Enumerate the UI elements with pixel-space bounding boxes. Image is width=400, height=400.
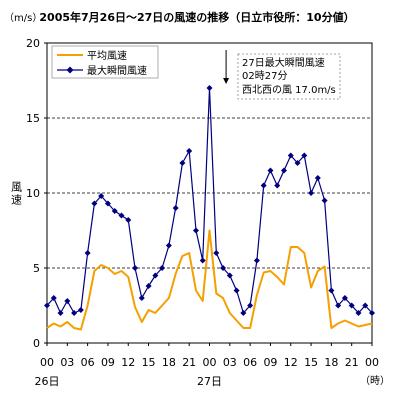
series-1-point-23 bbox=[199, 257, 206, 264]
series-1-point-26 bbox=[220, 265, 227, 271]
series-1-point-15 bbox=[145, 283, 152, 289]
x-tick-label-9: 03 bbox=[223, 356, 237, 369]
series-1-point-44 bbox=[341, 295, 348, 301]
y-tick-label-0: 0 bbox=[33, 337, 40, 350]
x-tick-label-5: 15 bbox=[142, 356, 156, 369]
series-1-point-7 bbox=[91, 200, 98, 207]
series-1-point-47 bbox=[362, 302, 369, 309]
x-tick-label-10: 06 bbox=[243, 356, 257, 369]
series-1-point-48 bbox=[369, 310, 375, 316]
x-tick-label-1: 03 bbox=[60, 356, 74, 369]
x-tick-label-8: 00 bbox=[203, 356, 217, 369]
x-tick-label-7: 21 bbox=[182, 356, 196, 369]
series-1-point-39 bbox=[308, 190, 315, 196]
annotation-line-2: 02時27分 bbox=[242, 70, 287, 82]
series-1-point-33 bbox=[267, 167, 274, 174]
series-1-point-4 bbox=[71, 310, 78, 316]
y-axis-label: 風速 bbox=[10, 181, 23, 207]
series-1-point-32 bbox=[260, 182, 267, 189]
series-1-point-19 bbox=[172, 205, 179, 211]
series-1-point-42 bbox=[328, 287, 335, 294]
series-1-point-31 bbox=[253, 257, 260, 264]
series-1-point-35 bbox=[280, 167, 287, 174]
series-1-point-41 bbox=[321, 197, 328, 204]
legend-label-max-gust: 最大瞬間風速 bbox=[87, 64, 147, 77]
x-axis-unit: （時） bbox=[360, 375, 390, 387]
series-1-point-2 bbox=[57, 310, 64, 316]
series-1-point-38 bbox=[301, 152, 308, 159]
series-1-point-14 bbox=[138, 295, 145, 301]
series-1-point-9 bbox=[104, 200, 111, 207]
day-label-1: 27日 bbox=[197, 375, 222, 388]
x-tick-label-4: 12 bbox=[121, 356, 135, 369]
y-axis-unit: （m/s） bbox=[4, 12, 42, 24]
series-1-point-16 bbox=[152, 272, 159, 279]
max-gust-annotation: 27日最大瞬間風速 02時27分 西北西の風 17.0m/s bbox=[223, 50, 341, 100]
series-1-point-20 bbox=[179, 160, 186, 166]
day-label-0: 26日 bbox=[35, 375, 60, 388]
legend: 平均風速 最大瞬間風速 bbox=[51, 45, 159, 79]
series-1-point-30 bbox=[247, 302, 254, 309]
x-tick-label-12: 12 bbox=[284, 356, 298, 369]
series-1-point-46 bbox=[355, 310, 362, 316]
x-tick-label-13: 15 bbox=[304, 356, 318, 369]
series-1-point-13 bbox=[132, 265, 139, 271]
x-tick-label-2: 06 bbox=[81, 356, 95, 369]
series-1-point-1 bbox=[50, 295, 57, 301]
series-1-point-8 bbox=[98, 193, 105, 199]
series-1-point-37 bbox=[294, 160, 301, 166]
y-tick-label-3: 15 bbox=[26, 112, 40, 125]
annotation-line-1: 27日最大瞬間風速 bbox=[242, 56, 325, 69]
series-1-point-11 bbox=[118, 212, 125, 219]
series-1-point-43 bbox=[335, 302, 342, 309]
y-tick-label-1: 5 bbox=[33, 262, 40, 275]
legend-label-average: 平均風速 bbox=[87, 50, 127, 62]
series-1-point-22 bbox=[192, 227, 199, 234]
x-tick-label-15: 21 bbox=[345, 356, 359, 369]
annotation-arrowhead bbox=[223, 78, 230, 84]
annotation-line-3: 西北西の風 17.0m/s bbox=[242, 84, 336, 96]
series-1-point-34 bbox=[274, 182, 281, 189]
legend-marker-max-gust bbox=[66, 66, 74, 74]
series-1-point-17 bbox=[159, 265, 166, 271]
series-1-point-45 bbox=[348, 302, 355, 309]
y-tick-label-2: 10 bbox=[26, 187, 40, 200]
series-1-point-10 bbox=[111, 208, 118, 214]
series-1-point-0 bbox=[44, 302, 50, 309]
series-1-point-5 bbox=[77, 307, 84, 313]
series-1-point-29 bbox=[240, 310, 247, 316]
series-1-point-3 bbox=[64, 298, 71, 304]
y-tick-label-4: 20 bbox=[26, 37, 40, 50]
x-tick-label-6: 18 bbox=[162, 356, 176, 369]
series-1-point-36 bbox=[287, 152, 294, 159]
series-1-point-25 bbox=[213, 250, 220, 256]
series-1-point-27 bbox=[226, 272, 233, 279]
x-tick-label-16: 00 bbox=[365, 356, 379, 369]
annotation-box bbox=[237, 53, 341, 100]
series-line-0 bbox=[46, 229, 373, 331]
x-tick-label-0: 00 bbox=[40, 356, 54, 369]
series-1-point-18 bbox=[165, 242, 172, 249]
series-1-point-40 bbox=[314, 175, 321, 181]
chart-title: 2005年7月26日～27日の風速の推移（日立市役所：10分値） bbox=[39, 10, 354, 24]
series-1-point-28 bbox=[233, 287, 240, 294]
series-1-point-12 bbox=[125, 217, 132, 223]
series-1-point-24 bbox=[206, 85, 213, 91]
x-tick-label-14: 18 bbox=[324, 356, 338, 369]
x-tick-label-11: 09 bbox=[263, 356, 277, 369]
series-1-point-21 bbox=[186, 148, 193, 154]
series-1-point-6 bbox=[84, 250, 91, 256]
x-tick-label-3: 09 bbox=[101, 356, 115, 369]
